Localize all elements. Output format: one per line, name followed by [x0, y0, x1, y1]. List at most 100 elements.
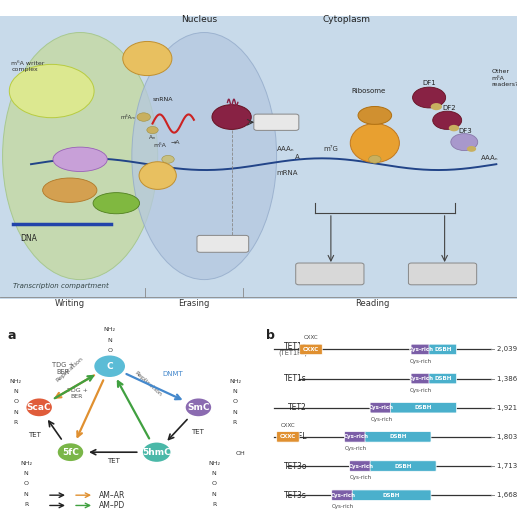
Text: Replication: Replication [133, 370, 162, 397]
Text: 1,713 aa: 1,713 aa [496, 463, 517, 469]
Text: DSBH: DSBH [434, 347, 451, 352]
Text: N: N [24, 492, 28, 497]
Text: →A: →A [171, 140, 180, 145]
Text: O: O [13, 399, 18, 404]
Text: DSBH: DSBH [383, 493, 400, 498]
FancyBboxPatch shape [429, 373, 457, 384]
Ellipse shape [93, 193, 140, 214]
Ellipse shape [132, 32, 277, 280]
Text: TET3o: TET3o [284, 461, 307, 471]
Text: Cys-rich: Cys-rich [350, 475, 372, 480]
Circle shape [467, 146, 476, 152]
Text: 1,668 aa: 1,668 aa [496, 492, 517, 498]
Ellipse shape [42, 178, 97, 202]
FancyBboxPatch shape [370, 461, 436, 471]
Text: TET: TET [107, 458, 120, 464]
Ellipse shape [351, 123, 399, 163]
Text: N: N [24, 471, 28, 476]
Text: CXXC: CXXC [281, 423, 295, 428]
Text: DF3: DF3 [459, 127, 472, 134]
Text: AM–PD: AM–PD [99, 501, 126, 510]
Text: Cys-rich: Cys-rich [348, 463, 373, 468]
Text: Cys-rich: Cys-rich [410, 388, 432, 393]
Text: AAAₙ: AAAₙ [277, 146, 294, 152]
Text: Nucleus: Nucleus [181, 15, 217, 24]
Text: m⁶Aₘ: m⁶Aₘ [120, 115, 135, 119]
Text: R: R [13, 420, 18, 425]
Text: TDG +
BER: TDG + BER [52, 361, 73, 375]
Text: N: N [212, 471, 217, 476]
FancyBboxPatch shape [411, 344, 431, 355]
Text: OH: OH [235, 451, 245, 456]
Circle shape [369, 156, 381, 163]
Text: Cys-rich: Cys-rich [345, 446, 367, 451]
Text: mRNA: mRNA [277, 170, 298, 176]
Text: O: O [107, 348, 112, 353]
Text: a: a [8, 329, 17, 342]
Ellipse shape [53, 147, 108, 172]
Text: Writing: Writing [55, 298, 85, 308]
Text: NH₂: NH₂ [229, 379, 241, 383]
Text: N: N [13, 410, 18, 415]
Circle shape [57, 442, 84, 462]
FancyBboxPatch shape [352, 490, 431, 500]
Text: R: R [212, 502, 216, 507]
Text: DC1: DC1 [224, 115, 239, 119]
Text: Transcription compartment: Transcription compartment [13, 283, 109, 289]
Text: CXXC: CXXC [303, 335, 318, 340]
Text: DSBH: DSBH [389, 434, 407, 439]
Text: METTL14: METTL14 [54, 188, 86, 193]
FancyBboxPatch shape [296, 263, 364, 285]
Text: AAAₙ: AAAₙ [481, 155, 498, 161]
Text: 5hmC: 5hmC [142, 447, 171, 457]
Text: Cytoplasm: Cytoplasm [323, 15, 370, 24]
FancyBboxPatch shape [411, 373, 431, 384]
Text: TET3s: TET3s [284, 490, 307, 500]
Text: 5fC: 5fC [62, 447, 79, 457]
Text: b: b [266, 329, 275, 342]
Text: Cys-rich: Cys-rich [408, 376, 434, 381]
Text: m⁶A: m⁶A [154, 143, 166, 148]
Text: DSBH: DSBH [434, 376, 451, 381]
Text: TET1s: TET1s [284, 374, 307, 383]
Circle shape [431, 103, 442, 110]
FancyBboxPatch shape [332, 490, 354, 500]
Text: CXXC: CXXC [303, 347, 319, 352]
Text: Other
m⁶A
readers?: Other m⁶A readers? [491, 69, 517, 87]
Text: Cys-rich: Cys-rich [330, 493, 356, 498]
FancyBboxPatch shape [300, 344, 322, 355]
Text: Ribosome: Ribosome [352, 88, 386, 94]
Text: Cys-rich: Cys-rich [408, 347, 434, 352]
Text: 1,386 aa: 1,386 aa [496, 376, 517, 381]
Circle shape [142, 442, 171, 463]
Circle shape [212, 104, 251, 130]
FancyBboxPatch shape [370, 402, 392, 413]
FancyBboxPatch shape [277, 432, 299, 442]
Text: CXXC: CXXC [280, 434, 296, 439]
Text: TET: TET [27, 432, 40, 438]
Text: TET2: TET2 [288, 403, 307, 412]
FancyBboxPatch shape [349, 461, 372, 471]
Text: Pol II: Pol II [108, 201, 125, 206]
Text: snRNA: snRNA [153, 97, 173, 102]
Text: N: N [13, 389, 18, 394]
Ellipse shape [139, 162, 176, 189]
Ellipse shape [3, 32, 158, 280]
Text: Cys-rich: Cys-rich [343, 434, 368, 439]
Text: N: N [108, 358, 112, 363]
FancyBboxPatch shape [408, 263, 477, 285]
Circle shape [433, 111, 462, 130]
FancyBboxPatch shape [365, 432, 431, 442]
FancyBboxPatch shape [197, 236, 249, 252]
Text: SmC: SmC [187, 403, 210, 412]
Text: R: R [108, 369, 112, 373]
Text: ScaC: ScaC [27, 403, 52, 412]
Text: METTL3: METTL3 [67, 157, 94, 162]
Text: DF2: DF2 [442, 105, 455, 111]
Text: O: O [211, 481, 217, 486]
Text: m⁶A writer
complex: m⁶A writer complex [11, 61, 45, 72]
Circle shape [185, 398, 212, 417]
Circle shape [137, 113, 150, 121]
Text: NH₂: NH₂ [20, 461, 32, 466]
Text: 1,803 aa: 1,803 aa [496, 434, 517, 440]
